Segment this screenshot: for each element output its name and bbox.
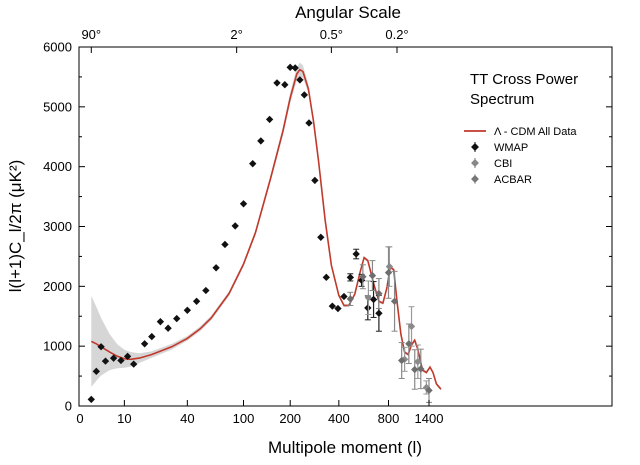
legend: TT Cross Power Spectrum Λ - CDM All Data… xyxy=(464,71,578,186)
acbar-data-point xyxy=(359,273,367,281)
wmap-data-point xyxy=(296,76,304,84)
wmap-data-point xyxy=(322,273,330,282)
x-tick-label: 1400 xyxy=(415,411,444,426)
y-tick-label: 4000 xyxy=(43,159,72,174)
wmap-data-point xyxy=(352,250,360,258)
legend-cbi-label: CBI xyxy=(494,158,512,170)
wmap-data-point xyxy=(239,200,248,208)
wmap-data-point xyxy=(305,119,313,127)
wmap-data-point xyxy=(346,273,355,282)
wmap-data-point xyxy=(156,317,165,326)
x-tick-label: 800 xyxy=(378,411,400,426)
wmap-data-point xyxy=(192,297,201,305)
wmap-data-point xyxy=(164,324,172,332)
legend-title-line-2: Spectrum xyxy=(470,91,534,108)
wmap-data-point xyxy=(97,343,105,351)
top-tick-label: 0.5° xyxy=(320,27,343,42)
data-points-layer xyxy=(87,63,433,404)
top-axis-title: Angular Scale xyxy=(295,3,401,22)
acbar-data-point xyxy=(411,365,419,374)
legend-wmap-marker xyxy=(471,142,479,152)
acbar-data-point xyxy=(384,268,393,277)
wmap-data-point xyxy=(202,286,210,295)
x-tick-label: 400 xyxy=(328,411,350,426)
wmap-data-point xyxy=(281,81,289,89)
legend-wmap-label: WMAP xyxy=(494,142,528,154)
cbi-data-point xyxy=(364,294,373,302)
wmap-data-point xyxy=(231,222,239,230)
wmap-data-point xyxy=(130,360,138,368)
wmap-data-point xyxy=(300,91,308,99)
wmap-data-point xyxy=(148,332,156,341)
acbar-data-point xyxy=(405,340,413,348)
wmap-data-point xyxy=(173,314,181,323)
x-tick-label: 200 xyxy=(279,411,301,426)
wmap-data-point xyxy=(375,309,383,317)
axis-ticks-layer: 0 1000 2000 3000 4000 5000 6000 0 10 40 100 200 400 8… xyxy=(43,27,612,426)
acbar-data-point xyxy=(368,271,377,280)
wmap-data-point xyxy=(291,64,299,72)
y-tick-label: 1000 xyxy=(43,339,72,354)
wmap-data-point xyxy=(273,79,281,87)
wmap-data-point xyxy=(328,302,337,310)
cbi-data-point xyxy=(385,262,394,271)
legend-cbi-marker xyxy=(471,158,479,168)
wmap-data-point xyxy=(265,115,274,124)
top-tick-label: 0.2° xyxy=(385,27,408,42)
wmap-data-point xyxy=(123,352,132,361)
wmap-data-point xyxy=(340,292,348,301)
wmap-data-point xyxy=(87,395,95,404)
wmap-data-point xyxy=(140,340,149,348)
x-tick-label: 10 xyxy=(117,411,131,426)
top-tick-label: 2° xyxy=(230,27,242,42)
wmap-data-point xyxy=(311,176,319,185)
legend-acbar-marker xyxy=(471,174,479,184)
y-axis-title: l(l+1)C_l/2π (μK²) xyxy=(6,160,25,293)
x-tick-label-zero: 0 xyxy=(76,411,83,426)
legend-model-label: Λ - CDM All Data xyxy=(494,126,577,138)
wmap-data-point xyxy=(117,356,125,365)
y-tick-label: 2000 xyxy=(43,279,72,294)
y-tick-label: 6000 xyxy=(43,40,72,55)
legend-acbar-label: ACBAR xyxy=(494,174,532,186)
x-tick-label: 100 xyxy=(233,411,255,426)
y-tick-label: 5000 xyxy=(43,99,72,114)
wmap-data-point xyxy=(212,264,220,272)
acbar-data-point xyxy=(390,297,399,305)
y-tick-label: 0 xyxy=(65,399,72,414)
wmap-data-point xyxy=(334,304,342,313)
top-tick-label: 90° xyxy=(81,27,101,42)
cbi-data-point xyxy=(414,358,422,366)
y-tick-label: 3000 xyxy=(43,219,72,234)
wmap-data-point xyxy=(109,354,118,362)
wmap-data-point xyxy=(249,160,257,168)
wmap-data-point xyxy=(257,137,265,145)
wmap-data-point xyxy=(183,306,192,314)
acbar-data-point xyxy=(397,356,406,365)
x-axis-title: Multipole moment (l) xyxy=(268,438,422,457)
cbi-data-point xyxy=(407,322,416,331)
wmap-data-point xyxy=(92,367,101,375)
acbar-data-point xyxy=(425,386,433,395)
acbar-data-point xyxy=(346,295,354,303)
x-tick-label: 40 xyxy=(180,411,194,426)
legend-title-line-1: TT Cross Power xyxy=(470,71,578,88)
wmap-data-point xyxy=(317,233,325,241)
acbar-data-point xyxy=(375,289,383,298)
wmap-data-point xyxy=(221,240,229,249)
